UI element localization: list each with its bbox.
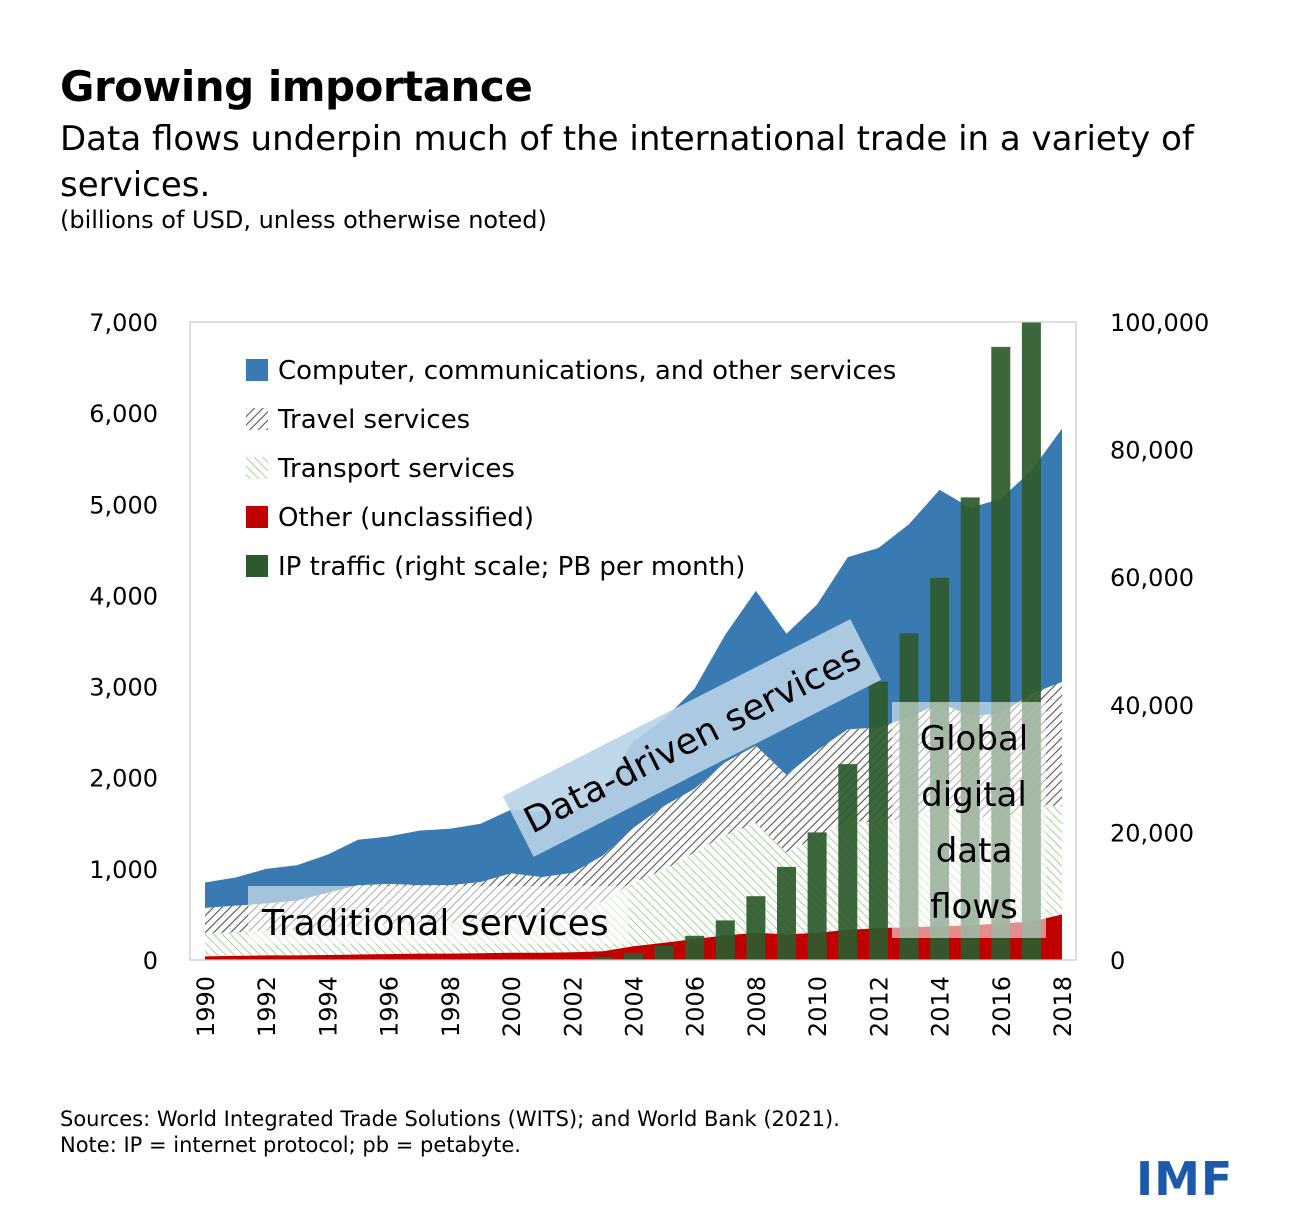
annotation-global: Global digital data flows (892, 702, 1046, 938)
y-tick-label: 5,000 (89, 491, 158, 519)
imf-logo: IMF (1136, 1152, 1234, 1206)
ip-bar-2005 (654, 946, 674, 960)
legend-swatch (246, 457, 268, 479)
annotation-traditional-text: Traditional services (261, 903, 609, 944)
annotation-global-line3: data (936, 831, 1013, 871)
ip-bar-2007 (715, 920, 735, 960)
y-tick-label: 4,000 (89, 582, 158, 610)
x-tick-label: 2010 (804, 976, 832, 1037)
ip-bar-2004 (624, 953, 643, 960)
x-tick-label: 1998 (437, 976, 465, 1037)
y2-tick-label: 60,000 (1110, 564, 1194, 592)
y-tick-label: 2,000 (89, 765, 158, 793)
ip-bar-2012 (868, 681, 888, 960)
annotation-traditional: Traditional services (248, 886, 628, 944)
x-tick-label: 2006 (682, 976, 710, 1037)
y2-tick-label: 0 (1110, 947, 1125, 975)
legend-label: Travel services (277, 405, 470, 435)
x-tick-label: 2004 (621, 976, 649, 1037)
plot-frame (189, 321, 1077, 961)
x-tick-label: 1990 (192, 976, 220, 1037)
y-tick-label: 1,000 (89, 856, 158, 884)
legend-label: Computer, communications, and other serv… (278, 356, 896, 386)
sources-note: Sources: World Integrated Trade Solution… (60, 1106, 840, 1158)
legend-swatch (246, 359, 268, 381)
area-travel-services (205, 682, 1062, 934)
legend-swatch (246, 506, 268, 528)
x-tick-label: 1992 (253, 976, 281, 1037)
chart-subtitle: Data flows underpin much of the internat… (60, 119, 1194, 205)
ip-bar-2006 (685, 935, 705, 960)
x-tick-label: 1994 (314, 976, 342, 1037)
x-tick-label: 2016 (988, 976, 1016, 1037)
left-axis: 0 1,000 2,000 3,000 4,000 5,000 6,000 7,000 (89, 309, 158, 975)
legend-swatch (246, 408, 268, 430)
y-tick-label: 6,000 (89, 400, 158, 428)
x-tick-label: 2014 (927, 976, 955, 1037)
x-tick-label: 1996 (376, 976, 404, 1037)
area-computer-communications-and-other-services (205, 428, 1062, 908)
y2-tick-label: 20,000 (1110, 819, 1194, 847)
chart-area: 0 1,000 2,000 3,000 4,000 5,000 6,000 7,000 0 20… (89, 309, 1209, 1037)
ip-bar-2003 (593, 956, 613, 960)
annotation-global-line1: Global (920, 719, 1028, 759)
right-axis: 0 20,000 40,000 60,000 80,000 100,000 (1110, 309, 1209, 975)
x-tick-label: 2008 (743, 976, 771, 1037)
sources-line: Sources: World Integrated Trade Solution… (60, 1107, 840, 1131)
ip-bar-2011 (838, 764, 858, 960)
annotation-global-line4: flows (930, 887, 1018, 927)
y-tick-label: 0 (143, 947, 158, 975)
x-tick-label: 2002 (559, 976, 587, 1037)
chart-title: Growing importance (60, 62, 533, 111)
x-tick-label: 2012 (865, 976, 893, 1037)
y-tick-label: 7,000 (89, 309, 158, 337)
x-tick-label: 2018 (1049, 976, 1077, 1037)
annotation-global-line2: digital (921, 775, 1027, 815)
legend-label: IP traffic (right scale; PB per month) (278, 552, 745, 582)
ip-bar-2010 (807, 832, 827, 960)
legend-swatch (246, 555, 268, 577)
y-tick-label: 3,000 (89, 674, 158, 702)
note-line: Note: IP = internet protocol; pb = petab… (60, 1133, 521, 1157)
y2-tick-label: 80,000 (1110, 437, 1194, 465)
y2-tick-label: 100,000 (1110, 309, 1209, 337)
ip-bar-2009 (777, 866, 796, 960)
ip-bar-2008 (746, 896, 766, 960)
legend-label: Transport services (277, 454, 515, 484)
y2-tick-label: 40,000 (1110, 692, 1194, 720)
units-note: (billions of USD, unless otherwise noted… (60, 206, 547, 234)
x-tick-label: 2000 (498, 976, 526, 1037)
x-axis: 1990 1992 1994 1996 1998 2000 2002 2004 2006 2008… (192, 976, 1077, 1037)
legend-label: Other (unclassified) (278, 503, 534, 533)
legend: Computer, communications, and other serv… (246, 356, 896, 582)
